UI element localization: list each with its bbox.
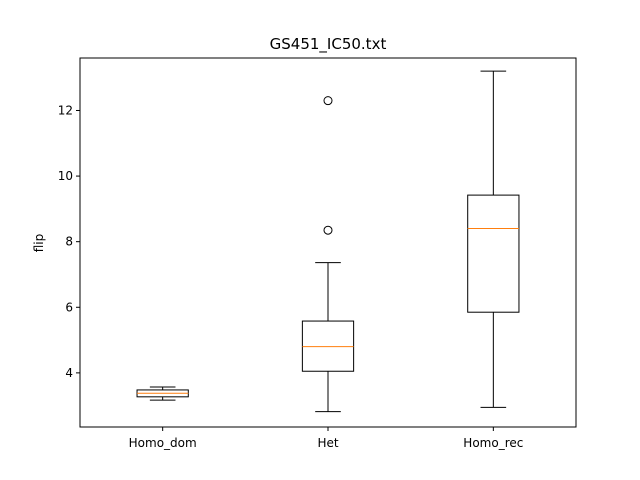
y-tick-label: 12 [58,103,73,117]
x-tick-label: Het [317,436,338,450]
plot-marks: 4 6 8 10 12 Homo_dom Het Homo_rec [58,70,523,450]
outlier-point [323,225,333,235]
y-tick-label: 6 [65,300,73,314]
outlier-point [323,96,333,106]
y-tick-label: 10 [58,169,73,183]
x-tick-label: Homo_dom [129,436,197,450]
y-axis-label: flip [32,234,46,253]
x-tick-label: Homo_rec [463,436,523,450]
y-tick-label: 4 [65,366,73,380]
y-tick-label: 8 [65,235,73,249]
plot-frame [79,57,577,428]
box-iqr [467,194,520,313]
chart-title: GS451_IC50.txt [270,35,387,54]
